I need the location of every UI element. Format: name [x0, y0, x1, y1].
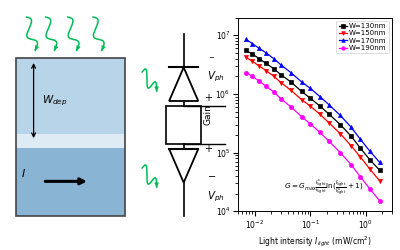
W=130nm — [368, 158, 372, 162]
Line: W=190nm: W=190nm — [244, 70, 382, 203]
Text: I: I — [22, 169, 25, 179]
W=150nm — [250, 60, 254, 63]
W=170nm — [250, 42, 254, 45]
Bar — [166, 106, 201, 144]
X-axis label: Light intensity $I_{light}$ (mW/cm$^2$): Light intensity $I_{light}$ (mW/cm$^2$) — [258, 234, 372, 248]
W=150nm — [368, 168, 372, 171]
Bar — [16, 58, 125, 145]
Bar — [16, 58, 125, 216]
W=190nm — [271, 90, 276, 94]
W=130nm — [377, 169, 382, 172]
W=190nm — [318, 131, 322, 134]
Bar — [16, 134, 125, 148]
W=190nm — [288, 106, 293, 108]
Legend: W=130nm, W=150nm, W=170nm, W=190nm: W=130nm, W=150nm, W=170nm, W=190nm — [336, 21, 388, 53]
Text: $-$: $-$ — [206, 170, 216, 180]
W=170nm — [257, 47, 262, 50]
W=130nm — [257, 57, 262, 60]
W=130nm — [244, 49, 248, 52]
W=150nm — [318, 113, 322, 116]
W=190nm — [308, 122, 312, 125]
Line: W=130nm: W=130nm — [244, 48, 382, 172]
W=150nm — [271, 75, 276, 78]
Text: $^-$: $^-$ — [206, 55, 215, 65]
W=190nm — [257, 80, 262, 82]
W=150nm — [299, 98, 304, 101]
Bar — [16, 145, 125, 216]
W=130nm — [299, 90, 304, 93]
W=150nm — [308, 104, 312, 108]
W=190nm — [338, 151, 343, 154]
W=150nm — [377, 179, 382, 182]
W=130nm — [349, 135, 354, 138]
W=150nm — [264, 69, 268, 72]
W=170nm — [327, 103, 332, 106]
W=150nm — [288, 89, 293, 92]
Text: $V_{ph}$: $V_{ph}$ — [206, 190, 224, 204]
W=150nm — [279, 81, 284, 84]
W=130nm — [279, 74, 284, 76]
W=130nm — [271, 67, 276, 70]
Text: $G = G_{max}\frac{I_{light}^{s}}{I_{light}}\ln(\frac{I_{light}}{I_{light}^{s}}+1: $G = G_{max}\frac{I_{light}^{s}}{I_{ligh… — [284, 178, 364, 198]
W=170nm — [271, 57, 276, 60]
W=150nm — [244, 56, 248, 59]
W=190nm — [264, 85, 268, 88]
W=130nm — [338, 123, 343, 126]
W=170nm — [299, 80, 304, 84]
W=170nm — [349, 126, 354, 129]
W=190nm — [377, 200, 382, 202]
W=170nm — [377, 161, 382, 164]
W=170nm — [244, 38, 248, 41]
W=130nm — [308, 96, 312, 100]
W=170nm — [368, 150, 372, 153]
Line: W=170nm: W=170nm — [244, 37, 382, 164]
W=190nm — [299, 115, 304, 118]
W=170nm — [308, 87, 312, 90]
W=190nm — [244, 71, 248, 74]
Text: $+$: $+$ — [204, 143, 214, 154]
Text: $W_{dep}$: $W_{dep}$ — [42, 94, 68, 108]
W=130nm — [250, 52, 254, 56]
Text: $+$: $+$ — [204, 92, 214, 104]
W=190nm — [358, 175, 362, 178]
Line: W=150nm: W=150nm — [244, 55, 382, 183]
W=150nm — [349, 144, 354, 147]
W=150nm — [327, 122, 332, 124]
Polygon shape — [169, 149, 198, 182]
W=150nm — [257, 64, 262, 67]
W=190nm — [349, 163, 354, 166]
W=130nm — [358, 146, 362, 150]
W=130nm — [327, 113, 332, 116]
W=190nm — [279, 98, 284, 100]
W=130nm — [288, 80, 293, 84]
W=170nm — [264, 51, 268, 54]
W=190nm — [368, 188, 372, 190]
Text: $V_{ph}$: $V_{ph}$ — [206, 70, 224, 84]
W=170nm — [279, 64, 284, 66]
W=170nm — [358, 138, 362, 140]
W=190nm — [327, 140, 332, 143]
W=130nm — [318, 104, 322, 108]
W=170nm — [288, 71, 293, 74]
W=150nm — [338, 132, 343, 135]
W=170nm — [338, 114, 343, 117]
Polygon shape — [169, 68, 198, 101]
Y-axis label: Gain: Gain — [204, 104, 213, 125]
W=170nm — [318, 95, 322, 98]
W=130nm — [264, 62, 268, 65]
W=190nm — [250, 75, 254, 78]
W=150nm — [358, 155, 362, 158]
